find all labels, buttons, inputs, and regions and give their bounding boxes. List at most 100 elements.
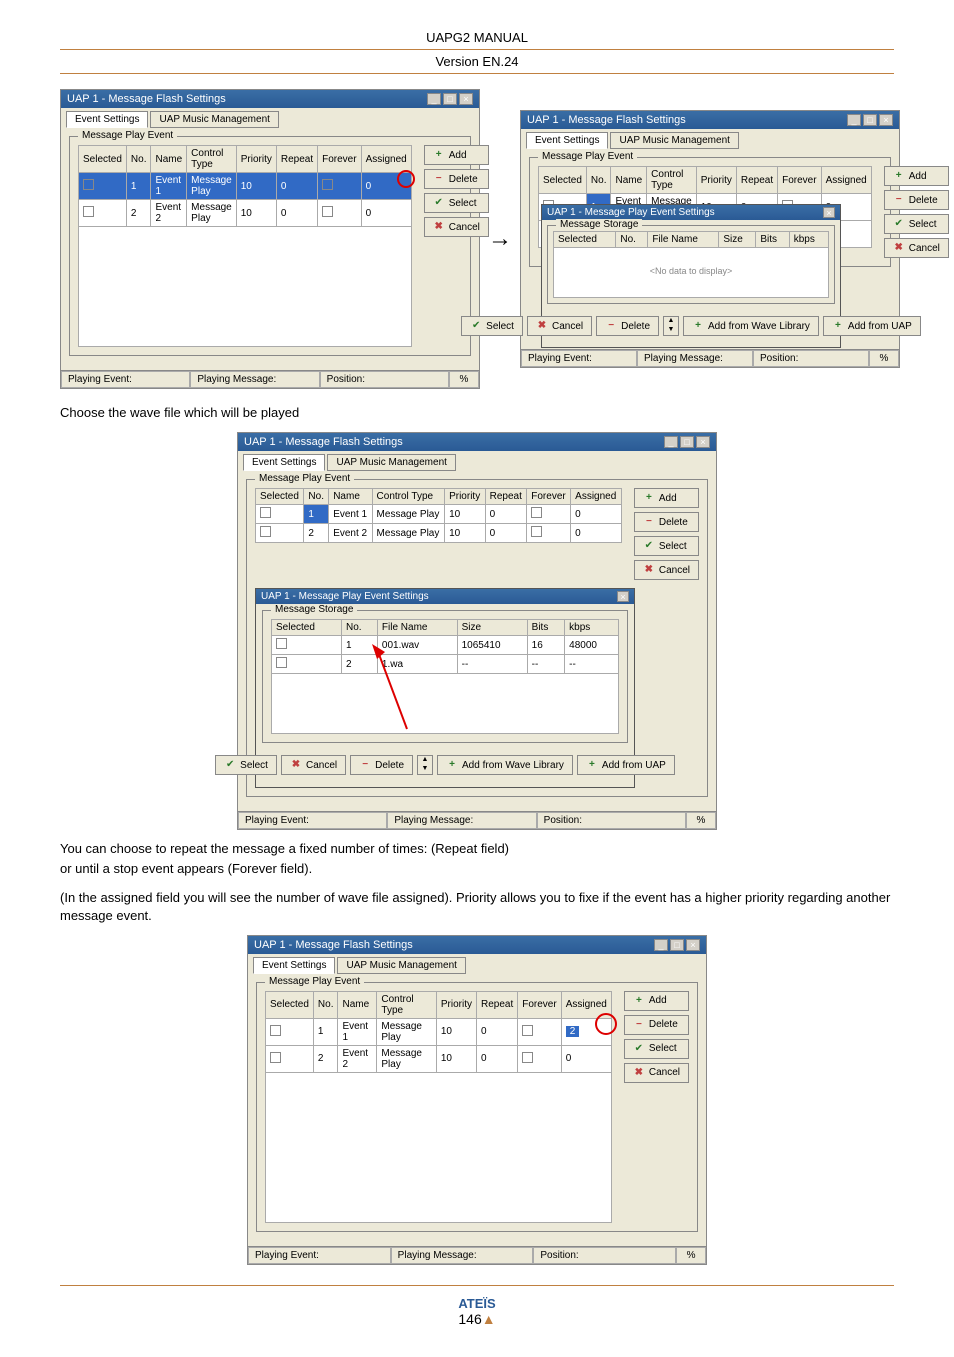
screenshot-final: UAP 1 - Message Flash Settings _ □ × Eve… xyxy=(247,935,707,1265)
plus-icon: + xyxy=(433,149,445,161)
delete-button[interactable]: −Delete xyxy=(596,316,659,336)
add-button[interactable]: +Add xyxy=(634,488,699,508)
checkbox[interactable] xyxy=(270,1052,281,1063)
close-icon[interactable]: × xyxy=(686,939,700,951)
checkbox[interactable] xyxy=(270,1025,281,1036)
delete-button[interactable]: −Delete xyxy=(884,190,949,210)
checkbox[interactable] xyxy=(260,507,271,518)
add-from-library-button[interactable]: +Add from Wave Library xyxy=(437,755,573,775)
table-row[interactable]: 1 Event 1 Message Play 10 0 2 xyxy=(266,1018,612,1045)
maximize-icon[interactable]: □ xyxy=(670,939,684,951)
down-icon[interactable]: ▼ xyxy=(664,326,678,335)
select-button[interactable]: ✔Select xyxy=(424,193,489,213)
table-row[interactable]: 2 Event 2 Message Play 10 0 0 xyxy=(256,524,622,543)
cancel-button[interactable]: ✖Cancel xyxy=(634,560,699,580)
cancel-button[interactable]: ✖Cancel xyxy=(424,217,489,237)
up-icon[interactable]: ▲ xyxy=(664,317,678,326)
delete-button[interactable]: −Delete xyxy=(350,755,413,775)
checkbox[interactable] xyxy=(522,1052,533,1063)
delete-button[interactable]: −Delete xyxy=(624,1015,689,1035)
add-button[interactable]: +Add xyxy=(884,166,949,186)
select-button[interactable]: ✔Select xyxy=(624,1039,689,1059)
up-icon[interactable]: ▲ xyxy=(418,756,432,765)
footer-triangle-icon: ▲ xyxy=(482,1311,496,1327)
checkbox[interactable] xyxy=(522,1025,533,1036)
minimize-icon[interactable]: _ xyxy=(847,114,861,126)
cancel-button[interactable]: ✖Cancel xyxy=(281,755,346,775)
nested-dialog: UAP 1 - Message Play Event Settings × Me… xyxy=(541,204,841,348)
close-icon[interactable]: × xyxy=(617,591,629,602)
minimize-icon[interactable]: _ xyxy=(427,93,441,105)
x-icon: ✖ xyxy=(433,221,445,233)
events-table: Selected No. Name Control Type Priority … xyxy=(78,145,412,227)
checkbox[interactable] xyxy=(83,206,94,217)
close-icon[interactable]: × xyxy=(879,114,893,126)
close-icon[interactable]: × xyxy=(696,436,710,448)
minus-icon: − xyxy=(359,759,371,771)
delete-button[interactable]: −Delete xyxy=(424,169,489,189)
reorder-spinner[interactable]: ▲▼ xyxy=(663,316,679,336)
minimize-icon[interactable]: _ xyxy=(664,436,678,448)
plus-icon: + xyxy=(633,995,645,1007)
add-button[interactable]: +Add xyxy=(424,145,489,165)
checkbox[interactable] xyxy=(276,638,287,649)
select-button[interactable]: ✔Select xyxy=(461,316,523,336)
checkbox[interactable] xyxy=(531,526,542,537)
maximize-icon[interactable]: □ xyxy=(863,114,877,126)
tab-event-settings[interactable]: Event Settings xyxy=(243,454,325,471)
check-icon: ✔ xyxy=(470,320,482,332)
close-icon[interactable]: × xyxy=(459,93,473,105)
checkbox[interactable] xyxy=(260,526,271,537)
cancel-button[interactable]: ✖Cancel xyxy=(884,238,949,258)
checkbox[interactable] xyxy=(276,657,287,668)
checkbox[interactable] xyxy=(322,206,333,217)
reorder-spinner[interactable]: ▲▼ xyxy=(417,755,433,775)
caption-choose-wave: Choose the wave file which will be playe… xyxy=(60,404,894,422)
version-label: Version EN.24 xyxy=(60,54,894,74)
table-row[interactable]: 2 1.wa -- -- -- xyxy=(272,655,619,674)
add-from-uap-button[interactable]: +Add from UAP xyxy=(823,316,921,336)
tab-event-settings[interactable]: Event Settings xyxy=(253,957,335,974)
minimize-icon[interactable]: _ xyxy=(654,939,668,951)
delete-button[interactable]: −Delete xyxy=(634,512,699,532)
add-from-uap-button[interactable]: +Add from UAP xyxy=(577,755,675,775)
checkbox[interactable] xyxy=(83,179,94,190)
tab-event-settings[interactable]: Event Settings xyxy=(526,132,608,149)
table-row[interactable]: 1 001.wav 1065410 16 48000 xyxy=(272,636,619,655)
tab-uap-music[interactable]: UAP Music Management xyxy=(150,111,278,128)
plus-icon: + xyxy=(586,759,598,771)
storage-table: Selected No. File Name Size Bits kbps xyxy=(553,231,829,248)
tab-uap-music[interactable]: UAP Music Management xyxy=(337,957,465,974)
cancel-button[interactable]: ✖Cancel xyxy=(624,1063,689,1083)
tab-uap-music[interactable]: UAP Music Management xyxy=(610,132,738,149)
body-until: or until a stop event appears (Forever f… xyxy=(60,860,894,878)
cancel-button[interactable]: ✖Cancel xyxy=(527,316,592,336)
maximize-icon[interactable]: □ xyxy=(680,436,694,448)
select-button[interactable]: ✔Select xyxy=(215,755,277,775)
check-icon: ✔ xyxy=(893,218,905,230)
minus-icon: − xyxy=(433,173,445,185)
col-selected: Selected xyxy=(79,146,127,173)
tab-event-settings[interactable]: Event Settings xyxy=(66,111,148,128)
down-icon[interactable]: ▼ xyxy=(418,765,432,774)
table-row[interactable]: 2 Event 2 Message Play 10 0 0 xyxy=(266,1045,612,1072)
arrow-right-icon: → xyxy=(488,225,512,253)
select-button[interactable]: ✔Select xyxy=(884,214,949,234)
add-from-library-button[interactable]: +Add from Wave Library xyxy=(683,316,819,336)
status-playing-event: Playing Event: xyxy=(61,371,190,388)
table-row[interactable]: 2 Event 2 Message Play 10 0 0 xyxy=(79,200,412,227)
close-icon[interactable]: × xyxy=(823,207,835,218)
tab-uap-music[interactable]: UAP Music Management xyxy=(327,454,455,471)
select-button[interactable]: ✔Select xyxy=(634,536,699,556)
table-row[interactable]: 1 Event 1 Message Play 10 0 0 xyxy=(79,173,412,200)
checkbox[interactable] xyxy=(322,179,333,190)
window-title: UAP 1 - Message Flash Settings xyxy=(254,939,413,951)
status-playing-event: Playing Event: xyxy=(238,812,387,829)
col-repeat: Repeat xyxy=(276,146,317,173)
col-assigned: Assigned xyxy=(361,146,411,173)
checkbox[interactable] xyxy=(531,507,542,518)
add-button[interactable]: +Add xyxy=(624,991,689,1011)
maximize-icon[interactable]: □ xyxy=(443,93,457,105)
plus-icon: + xyxy=(832,320,844,332)
table-row[interactable]: 1 Event 1 Message Play 10 0 0 xyxy=(256,505,622,524)
